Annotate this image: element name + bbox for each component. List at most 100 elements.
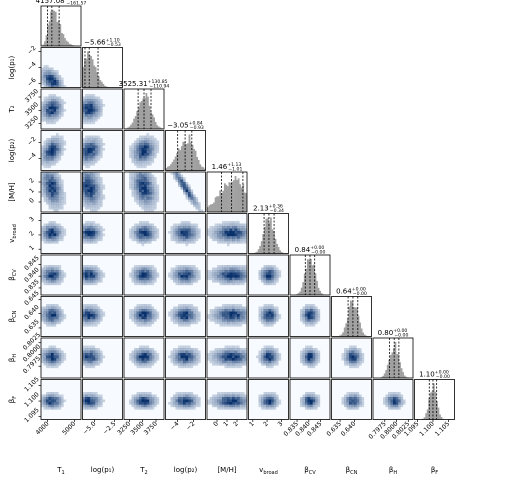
- density-cell: [137, 283, 140, 286]
- density-cell: [305, 307, 308, 310]
- ytick-label-2-1: 3500: [24, 101, 40, 117]
- density-cell: [59, 268, 62, 271]
- hist-bar: [189, 135, 191, 171]
- density-cell: [59, 405, 62, 408]
- density-cell: [51, 158, 54, 161]
- density-cell: [137, 273, 140, 276]
- density-cell: [181, 307, 184, 310]
- density-cell: [61, 319, 64, 322]
- density-cell: [46, 146, 49, 149]
- density-cell: [222, 309, 225, 312]
- density-cell: [142, 307, 145, 310]
- density-cell: [178, 229, 181, 232]
- density-cell: [59, 190, 62, 193]
- density-cell: [95, 312, 98, 315]
- density-cell: [193, 317, 196, 320]
- density-cell: [344, 363, 347, 366]
- density-cell: [188, 324, 191, 327]
- density-cell: [168, 312, 171, 315]
- density-cell: [232, 231, 235, 234]
- density-cell: [139, 163, 142, 166]
- density-cell: [46, 224, 49, 227]
- density-cell: [232, 322, 235, 325]
- density-cell: [232, 319, 235, 322]
- density-cell: [352, 358, 355, 361]
- density-cell: [313, 400, 316, 403]
- density-cell: [64, 358, 67, 361]
- density-cell: [183, 226, 186, 229]
- density-cell: [147, 153, 150, 156]
- density-cell: [261, 273, 264, 276]
- density-cell: [85, 363, 88, 366]
- density-cell: [276, 351, 279, 354]
- density-cell: [173, 229, 176, 232]
- density-cell: [269, 363, 272, 366]
- density-cell: [352, 346, 355, 349]
- density-cell: [44, 163, 47, 166]
- density-cell: [54, 146, 57, 149]
- density-cell: [271, 280, 274, 283]
- density-cell: [217, 356, 220, 359]
- density-cell: [276, 356, 279, 359]
- density-cell: [149, 304, 152, 307]
- density-cell: [46, 397, 49, 400]
- density-cell: [215, 400, 218, 403]
- density-cell: [149, 205, 152, 208]
- panel-8-0: [41, 338, 81, 378]
- density-cell: [313, 309, 316, 312]
- density-cell: [44, 351, 47, 354]
- density-cell: [261, 270, 264, 273]
- density-cell: [215, 270, 218, 273]
- density-cell: [147, 202, 150, 205]
- density-cell: [88, 226, 91, 229]
- xlabel-1: log(p₁): [91, 466, 115, 474]
- density-cell: [100, 275, 103, 278]
- density-cell: [178, 224, 181, 227]
- density-cell: [85, 195, 88, 198]
- density-cell: [44, 265, 47, 268]
- density-cell: [144, 356, 147, 359]
- density-cell: [149, 175, 152, 178]
- density-cell: [227, 236, 230, 239]
- density-cell: [242, 348, 245, 351]
- density-cell: [44, 314, 47, 317]
- density-cell: [90, 136, 93, 139]
- density-cell: [261, 309, 264, 312]
- density-cell: [354, 392, 357, 395]
- hist-bar: [149, 106, 151, 129]
- density-cell: [388, 397, 391, 400]
- density-cell: [349, 356, 352, 359]
- density-cell: [237, 346, 240, 349]
- density-cell: [235, 236, 238, 239]
- density-cell: [176, 275, 179, 278]
- density-cell: [134, 356, 137, 359]
- density-cell: [95, 278, 98, 281]
- density-cell: [49, 226, 52, 229]
- density-cell: [46, 158, 49, 161]
- density-cell: [181, 304, 184, 307]
- density-cell: [88, 207, 91, 210]
- density-cell: [154, 148, 157, 151]
- density-cell: [85, 278, 88, 281]
- density-cell: [264, 275, 267, 278]
- density-cell: [176, 175, 179, 178]
- density-cell: [237, 241, 240, 244]
- density-cell: [95, 324, 98, 327]
- density-cell: [274, 322, 277, 325]
- density-cell: [183, 241, 186, 244]
- density-cell: [44, 141, 47, 144]
- density-cell: [134, 158, 137, 161]
- density-cell: [308, 307, 311, 310]
- density-cell: [276, 397, 279, 400]
- panel-5-4: [207, 214, 247, 254]
- density-cell: [230, 407, 233, 410]
- density-cell: [157, 317, 160, 320]
- density-cell: [49, 351, 52, 354]
- density-cell: [242, 236, 245, 239]
- density-cell: [149, 239, 152, 242]
- density-cell: [176, 363, 179, 366]
- density-cell: [154, 314, 157, 317]
- density-cell: [318, 309, 321, 312]
- density-cell: [178, 180, 181, 183]
- hist-bar: [178, 148, 180, 170]
